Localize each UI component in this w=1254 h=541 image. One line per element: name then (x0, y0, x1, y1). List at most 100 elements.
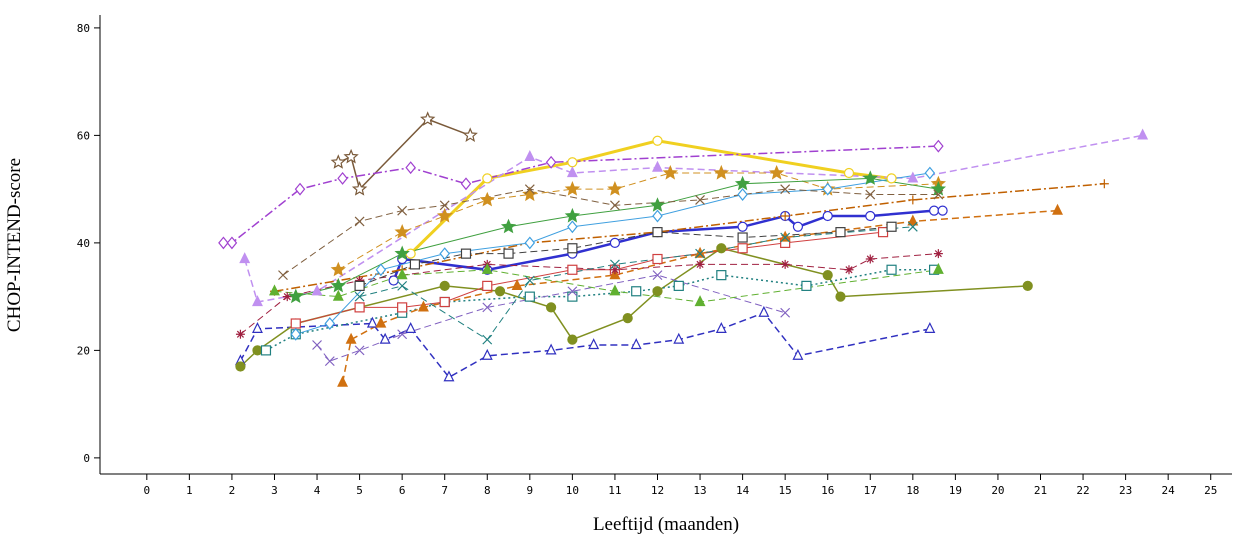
marker (652, 227, 663, 238)
marker (337, 171, 348, 185)
marker (394, 245, 410, 261)
marker (524, 150, 536, 161)
marker (482, 173, 493, 184)
marker (417, 300, 429, 312)
marker (351, 181, 368, 196)
series-line (295, 172, 930, 335)
marker (567, 291, 578, 302)
plot-area (218, 111, 1149, 387)
marker (503, 248, 514, 259)
marker (375, 316, 387, 328)
marker (937, 205, 948, 216)
marker (835, 227, 846, 238)
marker (290, 318, 301, 329)
marker (652, 270, 663, 281)
marker (588, 338, 600, 350)
marker (290, 327, 302, 341)
marker (631, 286, 642, 297)
marker (694, 246, 706, 258)
marker (734, 175, 751, 191)
marker (251, 322, 263, 333)
y-tick-label: 80 (77, 22, 90, 35)
marker (801, 280, 812, 291)
x-tick-label: 9 (527, 484, 534, 497)
marker (630, 338, 642, 350)
marker (482, 302, 493, 313)
marker (545, 343, 557, 355)
y-tick-label: 40 (77, 237, 90, 250)
marker (610, 265, 620, 275)
marker (737, 221, 748, 232)
marker (567, 286, 578, 297)
marker (437, 207, 453, 223)
marker (673, 280, 684, 291)
marker (737, 243, 748, 254)
marker (524, 291, 535, 302)
marker (652, 160, 663, 172)
marker (932, 262, 944, 274)
series-line (223, 145, 939, 244)
marker (933, 189, 944, 200)
x-tick-label: 18 (906, 484, 919, 497)
marker (330, 277, 346, 293)
marker (330, 261, 346, 277)
series-line (243, 134, 1143, 303)
marker (482, 334, 493, 345)
marker (462, 127, 478, 143)
marker (865, 254, 875, 264)
series-line (316, 274, 786, 362)
marker (460, 177, 472, 191)
marker (420, 111, 436, 126)
x-tick-label: 1 (186, 484, 193, 497)
marker (405, 161, 416, 175)
marker (649, 197, 666, 212)
marker (345, 332, 357, 344)
series-line (392, 209, 943, 281)
marker (396, 268, 408, 280)
marker (545, 302, 557, 313)
marker (822, 210, 833, 222)
marker (609, 284, 621, 296)
marker (282, 292, 292, 302)
marker (269, 284, 280, 296)
marker (792, 348, 804, 360)
marker (337, 375, 349, 387)
marker (460, 248, 472, 259)
x-tick-label: 12 (651, 484, 664, 497)
marker (567, 334, 578, 345)
series-line (240, 253, 939, 335)
marker (737, 232, 748, 243)
marker (716, 243, 727, 254)
marker (924, 166, 936, 180)
marker (566, 166, 578, 178)
x-tick-label: 2 (229, 484, 236, 497)
marker (924, 322, 936, 333)
marker (239, 252, 251, 264)
x-axis-label: Leeftijd (maanden) (593, 514, 739, 535)
marker (397, 280, 408, 291)
x-tick-label: 5 (356, 484, 363, 497)
marker (311, 284, 323, 296)
marker (332, 289, 344, 301)
marker (822, 182, 833, 196)
marker (324, 317, 336, 330)
marker (354, 280, 365, 291)
marker (886, 264, 897, 275)
marker (409, 259, 421, 270)
marker (695, 259, 705, 269)
x-tick-label: 6 (399, 484, 406, 497)
marker (375, 263, 387, 277)
marker (324, 356, 335, 367)
marker (758, 305, 770, 317)
marker (354, 302, 365, 313)
marker (908, 195, 918, 205)
marker (379, 332, 391, 344)
marker (567, 157, 578, 168)
x-tick-label: 4 (314, 484, 321, 497)
marker (500, 218, 517, 234)
marker (835, 291, 846, 302)
marker (479, 191, 495, 207)
marker (844, 265, 854, 275)
x-tick-label: 21 (1034, 484, 1047, 497)
